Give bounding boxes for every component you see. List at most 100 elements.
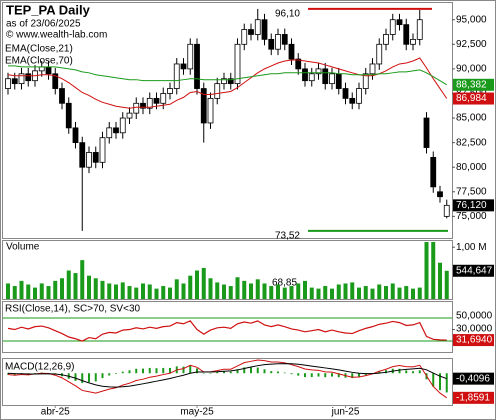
candle-body — [5, 78, 11, 89]
histogram-bar — [337, 373, 340, 378]
candle-body — [200, 88, 207, 124]
panel-title: Volume — [6, 242, 40, 253]
histogram-bar — [385, 370, 387, 374]
candle-body — [187, 43, 194, 70]
histogram-bar — [277, 371, 279, 374]
volume-bar — [201, 267, 206, 299]
end-label-box — [453, 264, 494, 277]
histogram-bar — [155, 368, 158, 374]
subtitle: as of 23/06/2025 — [6, 19, 81, 30]
histogram-bar — [189, 365, 192, 374]
histogram-bar — [216, 372, 219, 374]
candle-body — [248, 29, 254, 35]
candle-body — [383, 34, 389, 45]
x-tick-label: jun-25 — [331, 407, 360, 418]
volume-bar — [195, 270, 199, 299]
volume-bar — [438, 262, 442, 299]
end-label: 31,6940 — [456, 335, 493, 346]
volume-bar — [188, 275, 193, 299]
credit: © www.wealth-lab.com — [6, 30, 107, 41]
histogram-bar — [405, 370, 408, 374]
volume-bar — [323, 286, 328, 299]
histogram-bar — [439, 373, 441, 391]
volume-bar — [431, 242, 436, 299]
volume-bar — [80, 260, 85, 299]
volume-bar — [60, 278, 64, 299]
candle-body — [72, 127, 79, 144]
volume-bar — [309, 287, 314, 299]
annotation: 68,85 — [272, 278, 297, 289]
volume-bar — [357, 287, 361, 299]
histogram-bar — [88, 373, 90, 383]
y-tick-label: 50,0000 — [456, 311, 493, 322]
volume-bar — [114, 284, 118, 299]
macd-panel — [2, 358, 453, 406]
volume-bar — [127, 286, 132, 299]
candle-body — [241, 29, 248, 45]
end-label: -0,4096 — [456, 373, 490, 384]
histogram-bar — [81, 373, 84, 384]
volume-bar — [107, 283, 112, 299]
histogram-bar — [7, 373, 9, 375]
y-tick-label: 82,500 — [456, 137, 487, 148]
volume-bar — [316, 288, 321, 299]
volume-bar — [19, 280, 24, 299]
volume-bar — [53, 280, 58, 299]
volume-bar — [276, 284, 280, 299]
histogram-bar — [202, 373, 205, 374]
histogram-bar — [135, 368, 138, 374]
candle-body — [38, 66, 45, 72]
end-label: -1,8591 — [456, 392, 490, 403]
histogram-bar — [331, 373, 333, 377]
volume-bar — [87, 275, 91, 299]
price-panel — [2, 2, 453, 239]
candle-body — [261, 19, 268, 40]
candle-body — [335, 73, 342, 89]
volume-bar — [363, 286, 368, 299]
volume-bar — [249, 283, 253, 299]
panel-title: RSI(Close,14), SC>70, SV<30 — [5, 304, 141, 315]
histogram-bar — [297, 373, 300, 376]
histogram-bar — [223, 371, 225, 374]
volume-bar — [350, 282, 355, 299]
end-label: 88,382 — [456, 79, 487, 90]
volume-bar — [33, 287, 37, 299]
volume-bar — [154, 288, 159, 299]
y-tick-label: 90,000 — [456, 64, 487, 75]
volume-bar — [161, 286, 166, 299]
candle-body — [214, 83, 221, 99]
volume-panel — [2, 240, 453, 300]
candle-body — [221, 78, 227, 85]
candle-body — [45, 66, 52, 75]
legend-entry: EMA(Close,70) — [5, 56, 73, 67]
histogram-bar — [358, 373, 360, 377]
volume-bar — [417, 287, 422, 299]
candle-body — [18, 73, 25, 85]
volume-bar — [255, 279, 260, 299]
histogram-bar — [310, 373, 313, 378]
candle-body — [234, 43, 241, 85]
candle-body — [99, 137, 106, 163]
candle-body — [52, 73, 59, 89]
candle-body — [430, 156, 437, 188]
candle-body — [119, 117, 126, 134]
histogram-bar — [142, 368, 144, 374]
histogram-bar — [250, 367, 252, 374]
candle-body — [92, 152, 99, 163]
volume-bar — [303, 280, 307, 299]
y-tick-label: 77,500 — [456, 186, 487, 197]
volume-bar — [269, 286, 274, 299]
histogram-bar — [115, 373, 117, 374]
volume-bar — [411, 288, 415, 299]
histogram-bar — [317, 373, 320, 377]
histogram-bar — [412, 371, 414, 374]
macd-line — [7, 363, 447, 388]
histogram-bar — [229, 371, 232, 374]
histogram-bar — [94, 373, 97, 382]
end-label-box — [453, 391, 494, 404]
candle-body — [86, 152, 92, 168]
candle-body — [59, 88, 65, 104]
volume-bar — [444, 270, 449, 299]
histogram-bar — [74, 373, 77, 381]
y-tick-label: 95,000 — [456, 14, 487, 25]
